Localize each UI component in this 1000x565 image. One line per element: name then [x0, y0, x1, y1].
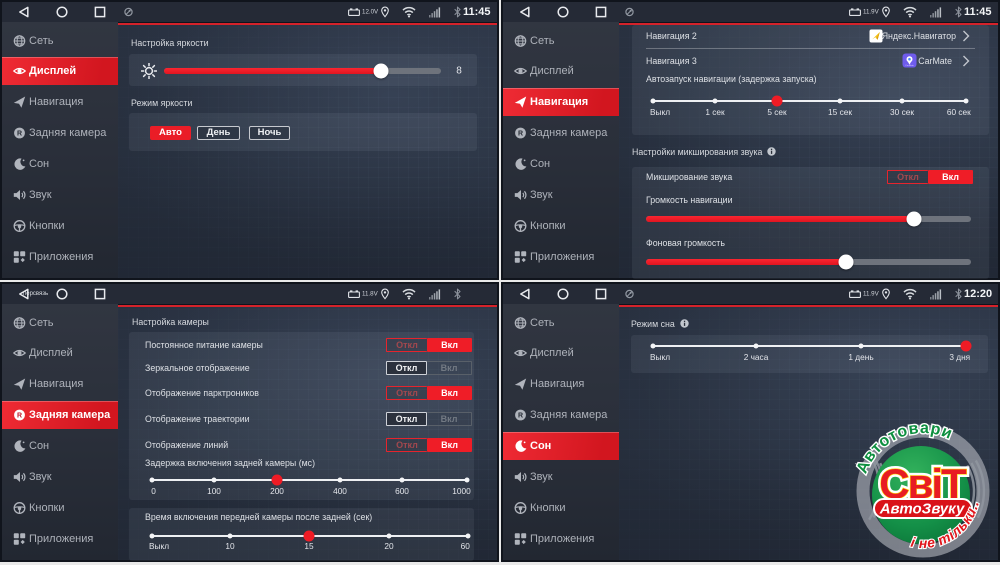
svg-text:R: R — [17, 131, 22, 138]
svg-text:R: R — [17, 413, 22, 420]
svg-text:R: R — [518, 413, 523, 420]
svg-text:R: R — [518, 131, 523, 138]
svg-text:CarMate: CarMate — [905, 64, 914, 67]
svg-text:АвтоЗвуку: АвтоЗвуку — [879, 501, 965, 518]
